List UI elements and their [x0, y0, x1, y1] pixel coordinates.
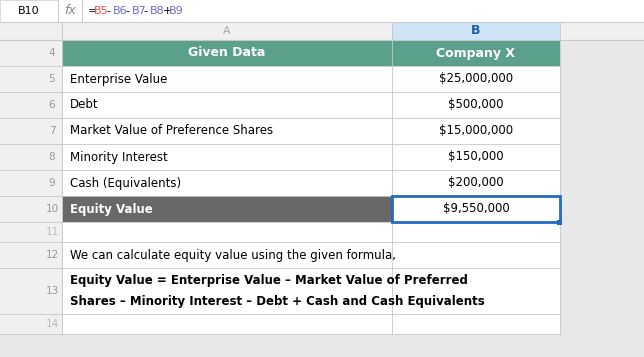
- Text: 11: 11: [45, 227, 59, 237]
- Text: $9,550,000: $9,550,000: [442, 202, 509, 216]
- Bar: [0, 314, 62, 334]
- Text: +: +: [162, 6, 172, 16]
- Bar: [62, 196, 392, 222]
- Text: Equity Value = Enterprise Value – Market Value of Preferred: Equity Value = Enterprise Value – Market…: [70, 275, 468, 287]
- Bar: [0, 268, 62, 314]
- Text: Given Data: Given Data: [188, 46, 266, 60]
- Bar: [62, 118, 560, 144]
- Text: 7: 7: [49, 126, 55, 136]
- Text: A: A: [223, 26, 231, 36]
- Text: -: -: [107, 6, 111, 16]
- Text: fx: fx: [64, 5, 76, 17]
- Bar: [62, 92, 560, 118]
- Text: B: B: [471, 25, 481, 37]
- Text: =: =: [88, 6, 97, 16]
- Text: 9: 9: [49, 178, 55, 188]
- Text: 5: 5: [49, 74, 55, 84]
- Bar: [560, 268, 644, 314]
- Text: 13: 13: [45, 286, 59, 296]
- Text: 8: 8: [49, 152, 55, 162]
- Text: Minority Interest: Minority Interest: [70, 151, 167, 164]
- Bar: [560, 118, 644, 144]
- Bar: [62, 66, 560, 92]
- Bar: [560, 314, 644, 334]
- Text: Cash (Equivalents): Cash (Equivalents): [70, 176, 181, 190]
- Text: B10: B10: [18, 6, 40, 16]
- Text: B5: B5: [94, 6, 109, 16]
- Text: B7: B7: [131, 6, 146, 16]
- Bar: [0, 0, 58, 22]
- Text: -: -: [144, 6, 148, 16]
- Text: Market Value of Preference Shares: Market Value of Preference Shares: [70, 125, 273, 137]
- Bar: [560, 222, 644, 242]
- Text: B6: B6: [113, 6, 128, 16]
- Text: Enterprise Value: Enterprise Value: [70, 72, 167, 85]
- Bar: [62, 22, 392, 40]
- Bar: [560, 144, 644, 170]
- Bar: [62, 222, 560, 242]
- Bar: [0, 40, 62, 66]
- Text: Debt: Debt: [70, 99, 99, 111]
- Text: $500,000: $500,000: [448, 99, 504, 111]
- Bar: [560, 66, 644, 92]
- Text: B8: B8: [150, 6, 165, 16]
- Bar: [560, 242, 644, 268]
- Text: $15,000,000: $15,000,000: [439, 125, 513, 137]
- Bar: [560, 170, 644, 196]
- Bar: [62, 144, 560, 170]
- Bar: [0, 118, 62, 144]
- Bar: [392, 22, 560, 40]
- Bar: [392, 40, 560, 66]
- Bar: [392, 196, 560, 222]
- Bar: [0, 66, 62, 92]
- Bar: [392, 196, 560, 222]
- Text: We can calculate equity value using the given formula,: We can calculate equity value using the …: [70, 248, 396, 261]
- Text: Equity Value: Equity Value: [70, 202, 153, 216]
- Text: 6: 6: [49, 100, 55, 110]
- Bar: [0, 144, 62, 170]
- Text: $200,000: $200,000: [448, 176, 504, 190]
- Bar: [0, 22, 644, 40]
- Text: -: -: [125, 6, 129, 16]
- Bar: [62, 170, 560, 196]
- Text: $25,000,000: $25,000,000: [439, 72, 513, 85]
- Text: 10: 10: [46, 204, 59, 214]
- Bar: [0, 170, 62, 196]
- Text: Shares – Minority Interest – Debt + Cash and Cash Equivalents: Shares – Minority Interest – Debt + Cash…: [70, 295, 485, 308]
- Bar: [560, 40, 644, 66]
- Text: 14: 14: [45, 319, 59, 329]
- Text: Company X: Company X: [437, 46, 515, 60]
- Bar: [0, 222, 62, 242]
- Text: B9: B9: [169, 6, 184, 16]
- Bar: [62, 40, 392, 66]
- Bar: [62, 242, 560, 268]
- Bar: [558, 220, 562, 225]
- Text: 4: 4: [49, 48, 55, 58]
- Bar: [0, 242, 62, 268]
- Bar: [62, 268, 560, 314]
- Bar: [0, 92, 62, 118]
- Bar: [0, 196, 62, 222]
- Bar: [560, 196, 644, 222]
- Bar: [560, 92, 644, 118]
- Bar: [62, 314, 560, 334]
- Text: 12: 12: [45, 250, 59, 260]
- Bar: [0, 0, 644, 22]
- Text: $150,000: $150,000: [448, 151, 504, 164]
